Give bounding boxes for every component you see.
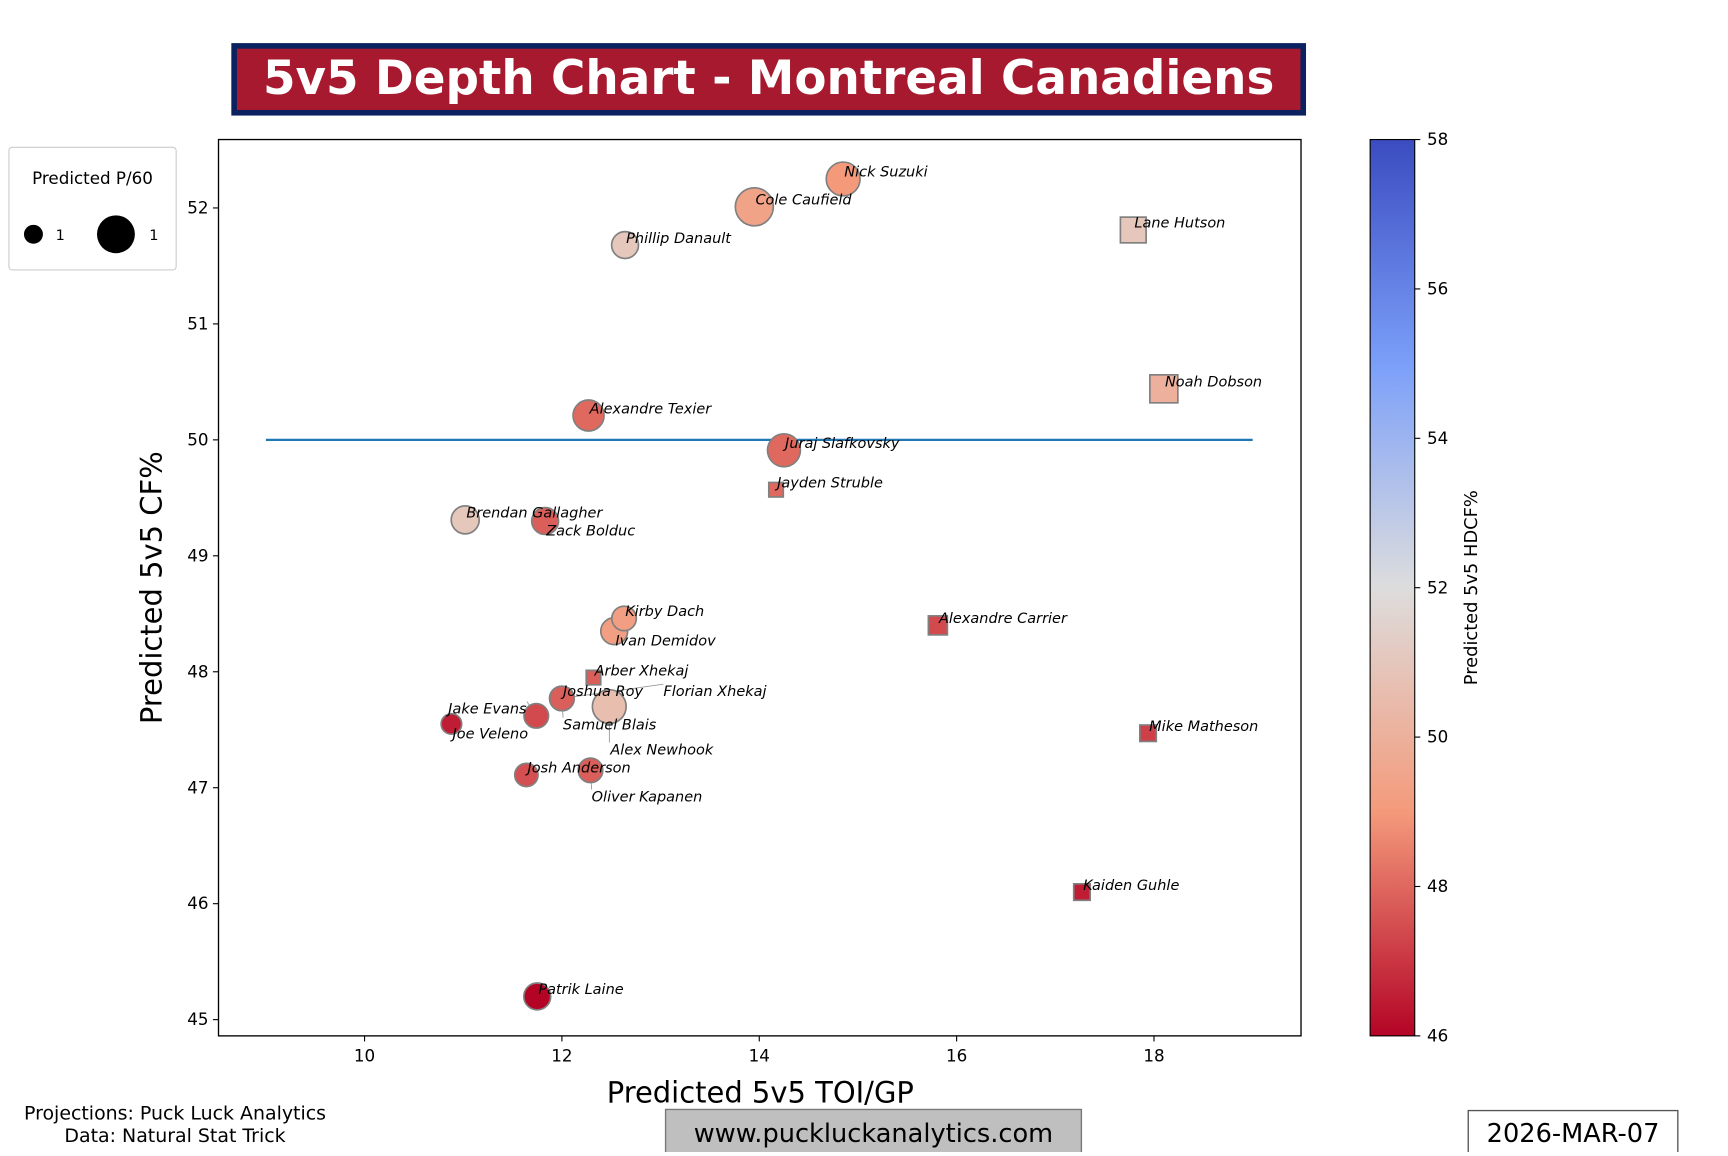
point-label: Florian Xhekaj xyxy=(663,684,767,700)
colorbar-ticks: 46 48 50 52 54 56 58 xyxy=(1415,129,1449,1045)
y-tick-label: 50 xyxy=(187,429,208,449)
y-tick-label: 51 xyxy=(187,313,208,333)
size-legend-label-large: 1 xyxy=(149,228,158,244)
point-label: Joshua Roy xyxy=(560,684,643,700)
x-tick-label: 12 xyxy=(551,1046,572,1066)
chart-title: 5v5 Depth Chart - Montreal Canadiens xyxy=(263,52,1274,106)
size-legend-marker-large xyxy=(97,215,135,253)
y-tick-label: 47 xyxy=(187,777,208,797)
colorbar-tick-label: 52 xyxy=(1427,577,1448,597)
x-tick-label: 14 xyxy=(749,1046,770,1066)
y-axis-label: Predicted 5v5 CF% xyxy=(135,451,169,724)
x-axis-label: Predicted 5v5 TOI/GP xyxy=(607,1076,914,1110)
colorbar-tick-label: 54 xyxy=(1427,428,1448,448)
point-label: Alexandre Texier xyxy=(589,401,713,417)
plot-area xyxy=(219,140,1302,1036)
size-legend-title: Predicted P/60 xyxy=(32,168,153,188)
point-label: Brendan Gallagher xyxy=(466,506,603,522)
point-label: Alexandre Carrier xyxy=(938,611,1068,627)
x-tick-label: 16 xyxy=(946,1046,967,1066)
size-legend-marker-small xyxy=(24,225,43,244)
colorbar-tick-label: 58 xyxy=(1427,129,1448,149)
point-label: Samuel Blais xyxy=(563,718,657,734)
point-label: Nick Suzuki xyxy=(844,165,927,181)
y-tick-label: 48 xyxy=(187,661,208,681)
x-tick-label: 10 xyxy=(354,1046,375,1066)
point-label: Jayden Struble xyxy=(774,475,883,491)
point-labels: Nick Suzuki Cole Caufield Phillip Danault L… xyxy=(445,165,1262,998)
website-link[interactable]: www.puckluckanalytics.com xyxy=(666,1109,1082,1152)
colorbar-label: Predicted 5v5 HDCF% xyxy=(1461,490,1482,685)
point-label: Cole Caufield xyxy=(755,193,852,209)
point-label: Mike Matheson xyxy=(1149,719,1258,735)
website-text[interactable]: www.puckluckanalytics.com xyxy=(694,1119,1053,1149)
date-text: 2026-MAR-07 xyxy=(1487,1119,1660,1149)
point-label: Joe Veleno xyxy=(450,726,529,742)
y-tick-label: 45 xyxy=(187,1009,208,1029)
data-points xyxy=(441,162,1178,1010)
projections-credit: Projections: Puck Luck Analytics xyxy=(24,1102,326,1124)
colorbar-tick-label: 48 xyxy=(1427,876,1448,896)
point-label: Zack Bolduc xyxy=(545,524,635,540)
point-label: Patrik Laine xyxy=(538,982,623,998)
point-label: Noah Dobson xyxy=(1165,375,1262,391)
x-axis-ticks: 10 12 14 16 18 xyxy=(354,1036,1165,1066)
data-credit: Data: Natural Stat Trick xyxy=(64,1125,285,1147)
colorbar-tick-label: 46 xyxy=(1427,1025,1448,1045)
size-legend-label-small: 1 xyxy=(56,228,65,244)
colorbar-tick-label: 50 xyxy=(1427,727,1448,747)
y-tick-label: 49 xyxy=(187,545,208,565)
point-label: Arber Xhekaj xyxy=(594,663,690,679)
point-label: Kirby Dach xyxy=(625,604,704,620)
size-legend: Predicted P/60 1 1 xyxy=(9,147,176,270)
size-legend-box xyxy=(9,147,176,270)
colorbar xyxy=(1370,140,1415,1036)
colorbar-tick-label: 56 xyxy=(1427,279,1448,299)
point-label: Ivan Demidov xyxy=(615,634,716,650)
y-axis-ticks: 45 46 47 48 49 50 51 52 xyxy=(187,198,218,1030)
y-tick-label: 46 xyxy=(187,893,208,913)
point-label: Juraj Slafkovsky xyxy=(782,436,900,452)
y-tick-label: 52 xyxy=(187,198,208,218)
forward-point-marker xyxy=(524,704,549,729)
point-label: Alex Newhook xyxy=(609,742,714,758)
point-label: Phillip Danault xyxy=(626,231,732,247)
point-label: Josh Anderson xyxy=(525,761,631,777)
point-label: Oliver Kapanen xyxy=(592,790,703,806)
point-label: Lane Hutson xyxy=(1134,216,1225,232)
title-banner: 5v5 Depth Chart - Montreal Canadiens xyxy=(234,46,1303,113)
x-tick-label: 18 xyxy=(1143,1046,1164,1066)
point-label: Kaiden Guhle xyxy=(1083,878,1179,894)
point-label: Jake Evans xyxy=(445,702,527,718)
